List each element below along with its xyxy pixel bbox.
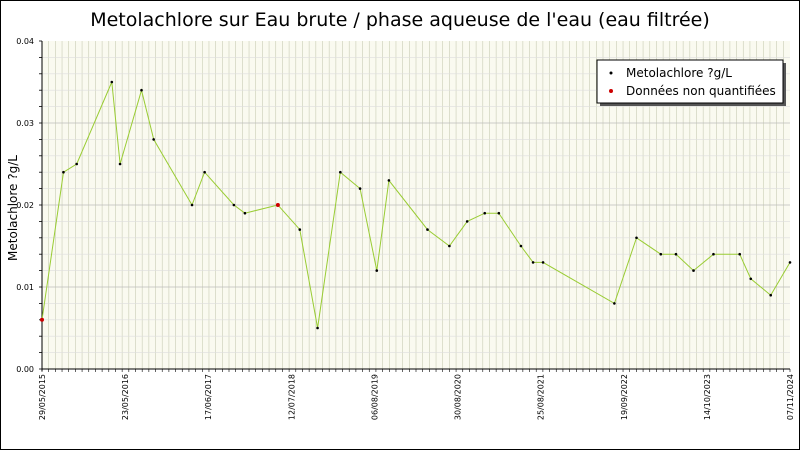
y-tick-label: 0.01 — [16, 283, 34, 292]
data-point — [75, 162, 78, 166]
non-quantified-point — [40, 317, 44, 322]
x-tick-label: 12/07/2018 — [287, 374, 296, 420]
x-tick-label: 17/06/2017 — [204, 374, 213, 420]
x-tick-label: 06/08/2019 — [370, 374, 379, 420]
data-point — [375, 269, 379, 272]
data-point — [531, 261, 535, 264]
legend-label-measured: Metolachlore ?g/L — [626, 66, 732, 80]
legend-marker-non-quantified — [609, 89, 613, 93]
x-tick-label: 19/09/2022 — [620, 374, 629, 420]
data-point — [358, 187, 362, 190]
data-point — [519, 244, 523, 248]
data-point — [692, 269, 695, 272]
data-point — [749, 277, 753, 281]
data-point — [788, 261, 792, 264]
data-point — [298, 228, 302, 231]
data-point — [190, 203, 194, 207]
data-point — [243, 211, 247, 215]
y-tick-label: 0.03 — [16, 119, 34, 128]
non-quantified-point — [275, 203, 280, 207]
data-point — [426, 228, 429, 231]
data-point — [152, 138, 155, 141]
data-point — [674, 252, 678, 256]
data-point — [62, 170, 65, 174]
chart-title: Metolachlore sur Eau brute / phase aqueu… — [90, 9, 710, 31]
y-axis-label: Metolachlore ?g/L — [6, 155, 20, 261]
data-point — [769, 293, 773, 297]
legend-marker-measured — [609, 71, 613, 75]
data-point — [738, 252, 741, 256]
y-tick-label: 0.00 — [16, 365, 34, 374]
data-point — [339, 170, 342, 174]
data-point — [232, 203, 236, 207]
data-point — [497, 211, 501, 215]
data-point — [118, 162, 122, 166]
data-point — [203, 170, 206, 174]
data-point — [483, 211, 487, 215]
data-point — [613, 302, 616, 305]
y-tick-label: 0.02 — [16, 201, 34, 210]
legend-box — [596, 59, 784, 104]
data-point — [465, 220, 469, 223]
axes-layer: 0.00 0.01 0.02 0.03 0.04 29/05/2015 23/05/2016… — [16, 37, 795, 420]
data-point — [316, 326, 319, 330]
x-tick-label: 29/05/2015 — [38, 374, 47, 420]
y-tick-label: 0.04 — [16, 37, 34, 46]
data-point — [387, 179, 391, 182]
data-point — [541, 261, 545, 264]
data-point — [448, 244, 451, 248]
x-tick-label: 07/11/2024 — [786, 374, 795, 420]
data-point — [635, 236, 638, 240]
data-point — [140, 88, 143, 92]
data-point — [659, 252, 663, 256]
legend: Metolachlore ?g/L Données non quantifiée… — [596, 59, 786, 106]
data-point — [110, 80, 114, 84]
series-line — [41, 81, 791, 329]
x-tick-label: 14/10/2023 — [703, 374, 712, 420]
x-tick-label: 30/08/2020 — [454, 374, 463, 420]
data-point — [712, 252, 715, 256]
x-tick-label: 23/05/2016 — [121, 374, 130, 420]
series-layer — [40, 80, 792, 330]
legend-label-non-quantified: Données non quantifiées — [626, 84, 776, 98]
x-tick-label: 25/08/2021 — [537, 374, 546, 420]
